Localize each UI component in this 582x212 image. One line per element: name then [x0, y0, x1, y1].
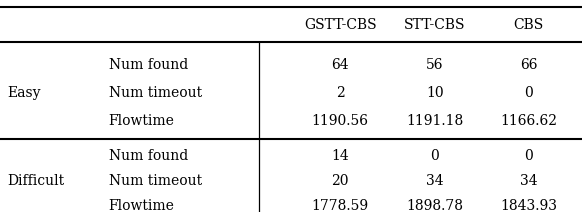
Text: Flowtime: Flowtime	[109, 114, 175, 128]
Text: Difficult: Difficult	[7, 174, 64, 188]
Text: 64: 64	[331, 58, 349, 72]
Text: STT-CBS: STT-CBS	[404, 18, 466, 32]
Text: 1191.18: 1191.18	[406, 114, 463, 128]
Text: Num found: Num found	[109, 149, 188, 163]
Text: 0: 0	[524, 149, 533, 163]
Text: Easy: Easy	[7, 86, 41, 100]
Text: 1778.59: 1778.59	[312, 199, 369, 212]
Text: 34: 34	[426, 174, 443, 188]
Text: 66: 66	[520, 58, 537, 72]
Text: Num timeout: Num timeout	[109, 86, 202, 100]
Text: 14: 14	[331, 149, 349, 163]
Text: GSTT-CBS: GSTT-CBS	[304, 18, 377, 32]
Text: Num timeout: Num timeout	[109, 174, 202, 188]
Text: CBS: CBS	[513, 18, 544, 32]
Text: Flowtime: Flowtime	[109, 199, 175, 212]
Text: 1190.56: 1190.56	[312, 114, 369, 128]
Text: 56: 56	[426, 58, 443, 72]
Text: 1166.62: 1166.62	[500, 114, 557, 128]
Text: 1898.78: 1898.78	[406, 199, 463, 212]
Text: 2: 2	[336, 86, 345, 100]
Text: 10: 10	[426, 86, 443, 100]
Text: 0: 0	[430, 149, 439, 163]
Text: 20: 20	[332, 174, 349, 188]
Text: 0: 0	[524, 86, 533, 100]
Text: 34: 34	[520, 174, 537, 188]
Text: 1843.93: 1843.93	[500, 199, 557, 212]
Text: Num found: Num found	[109, 58, 188, 72]
